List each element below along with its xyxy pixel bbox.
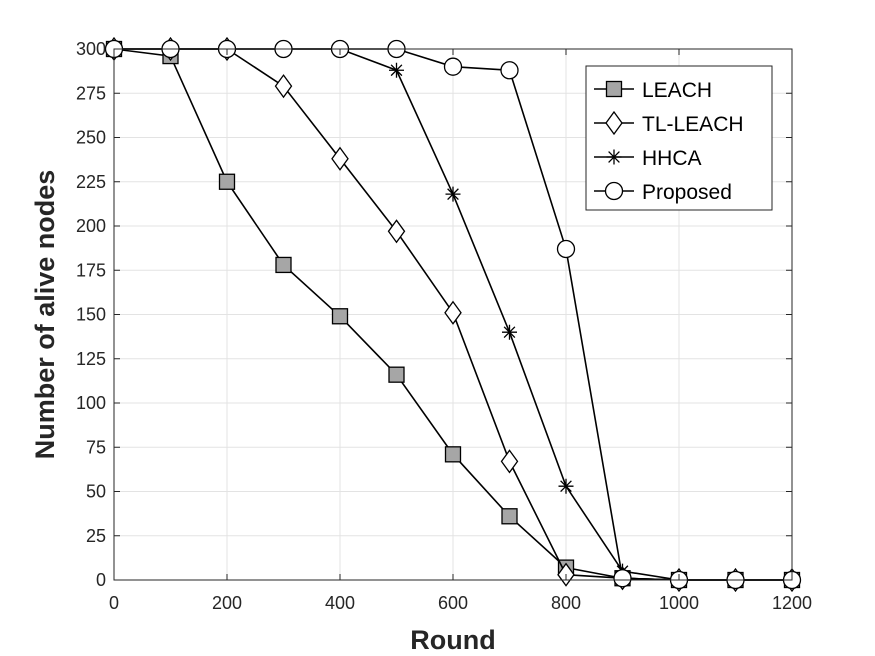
y-tick-label: 150: [76, 305, 106, 325]
diamond-marker: [331, 146, 349, 171]
y-tick-label: 250: [76, 128, 106, 148]
diamond-marker: [387, 219, 406, 244]
y-tick-label: 25: [86, 526, 106, 546]
y-tick-label: 200: [76, 216, 106, 236]
square-marker: [605, 80, 623, 98]
y-tick-label: 75: [86, 437, 106, 457]
circle-marker: [443, 57, 463, 76]
x-tick-label: 1000: [659, 593, 699, 613]
x-tick-label: 200: [212, 593, 242, 613]
legend-label: TL-LEACH: [642, 113, 744, 136]
star-marker: [606, 149, 622, 165]
legend: LEACH TL-LEACH HHCA Proposed: [585, 65, 773, 211]
square-marker: [331, 308, 349, 325]
circle-marker: [604, 181, 624, 201]
axis-ticks: 0 200 400 600 800 1000 1200 0 25 50 75 100 125 150 175…: [76, 39, 812, 613]
square-marker: [501, 508, 518, 525]
diamond-marker: [444, 300, 462, 325]
legend-label: Proposed: [642, 181, 732, 204]
square-marker: [275, 256, 292, 274]
y-tick-label: 300: [76, 39, 106, 59]
x-axis-title: Round: [410, 625, 495, 655]
y-tick-label: 275: [76, 83, 106, 103]
square-marker: [444, 446, 462, 463]
circle-marker: [613, 569, 632, 588]
y-tick-label: 225: [76, 172, 106, 192]
star-marker: [389, 62, 404, 78]
diamond-marker: [274, 74, 293, 99]
legend-label: LEACH: [642, 79, 712, 102]
x-tick-label: 1200: [772, 593, 812, 613]
y-axis-title: Number of alive nodes: [30, 170, 60, 460]
square-marker: [218, 173, 236, 190]
circle-marker: [500, 61, 519, 80]
circle-marker: [556, 239, 576, 259]
y-tick-label: 0: [96, 570, 106, 590]
diamond-marker: [500, 449, 519, 474]
star-marker: [502, 324, 517, 340]
y-tick-label: 175: [76, 260, 106, 280]
legend-item: TL-LEACH: [594, 110, 744, 136]
y-tick-label: 50: [86, 482, 106, 502]
x-tick-label: 0: [109, 593, 119, 613]
square-marker: [388, 366, 405, 383]
legend-label: HHCA: [642, 147, 702, 170]
x-tick-label: 600: [438, 593, 468, 613]
legend-item: LEACH: [594, 79, 712, 102]
x-tick-label: 800: [551, 593, 581, 613]
legend-item: HHCA: [594, 147, 702, 170]
y-tick-label: 100: [76, 393, 106, 413]
x-tick-label: 400: [325, 593, 355, 613]
star-marker: [445, 186, 461, 202]
y-tick-label: 125: [76, 349, 106, 369]
legend-item: Proposed: [594, 181, 732, 204]
star-marker: [558, 478, 574, 494]
diamond-marker: [605, 110, 623, 136]
